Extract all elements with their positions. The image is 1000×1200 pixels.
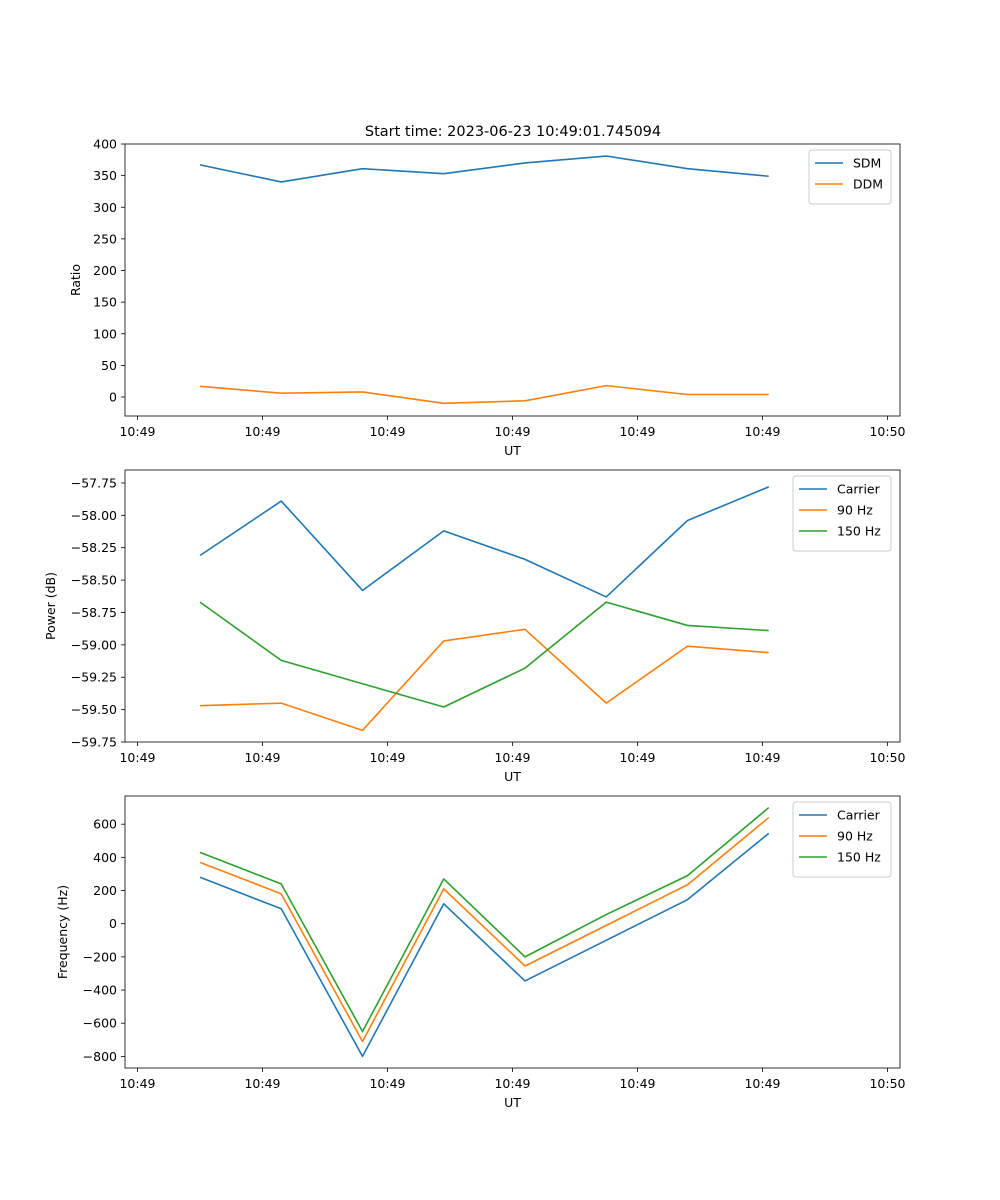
x-tick-label: 10:49 [619, 424, 655, 439]
x-tick-label: 10:49 [744, 1076, 780, 1091]
legend: Carrier 90 Hz 150 Hz [792, 475, 892, 552]
y-axis-label: Frequency (Hz) [55, 885, 70, 979]
x-tick-label: 10:49 [369, 1076, 405, 1091]
x-tick-label: 10:49 [119, 750, 155, 765]
y-tick-label: −800 [83, 1049, 117, 1064]
y-tick-label: 350 [93, 168, 117, 183]
figure-title: Start time: 2023-06-23 10:49:01.745094 [365, 124, 661, 140]
x-tick-label: 10:49 [744, 424, 780, 439]
y-tick-label: −600 [83, 1016, 117, 1031]
x-tick-label: 10:49 [619, 750, 655, 765]
legend-label: Carrier [837, 482, 881, 497]
y-tick-label: 400 [93, 850, 117, 865]
x-tick-label: 10:49 [244, 424, 280, 439]
y-tick-label: 0 [109, 390, 117, 405]
series-line-carrier [199, 832, 770, 1058]
y-tick-label: 50 [101, 358, 117, 373]
axes-frame [124, 795, 901, 1069]
x-axis-label: UT [504, 443, 521, 458]
y-tick-label: −58.50 [71, 573, 117, 588]
series-line-carrier [199, 486, 770, 598]
series-line-ddm [199, 384, 769, 405]
series-line-90-hz [199, 816, 770, 1043]
series-line-sdm [199, 155, 769, 183]
legend-label: SDM [853, 156, 881, 171]
y-axis-label: Power (dB) [43, 572, 58, 640]
y-axis-label: Ratio [68, 264, 83, 296]
x-tick-label: 10:49 [119, 1076, 155, 1091]
x-tick-label: 10:49 [369, 424, 405, 439]
legend-label: Carrier [837, 808, 881, 823]
legend: Carrier 90 Hz 150 Hz [792, 801, 892, 878]
y-tick-label: 0 [109, 916, 117, 931]
y-tick-label: 300 [93, 200, 117, 215]
y-tick-label: −59.75 [71, 735, 117, 750]
x-tick-label: 10:49 [119, 424, 155, 439]
x-axis-label: UT [504, 769, 521, 784]
series-line-150-hz [199, 601, 769, 708]
y-tick-label: 600 [93, 817, 117, 832]
x-tick-label: 10:49 [494, 424, 530, 439]
subplot-2: −59.75 −59.50 −59.25 −59.00 −58.75 −58.50 −58.… [43, 469, 906, 784]
y-tick-label: −200 [83, 949, 117, 964]
legend-label: 150 Hz [837, 524, 881, 539]
subplot-3: −800 −600 −400 −200 0 200 400 600 10:49 10:49 10:4… [55, 795, 906, 1110]
y-tick-label: 200 [93, 263, 117, 278]
y-tick-label: −58.00 [71, 508, 117, 523]
x-tick-label: 10:49 [244, 750, 280, 765]
x-tick-label: 10:50 [869, 424, 905, 439]
x-tick-label: 10:50 [869, 750, 905, 765]
x-tick-label: 10:49 [744, 750, 780, 765]
y-tick-label: 100 [93, 326, 117, 341]
legend-label: 150 Hz [837, 850, 881, 865]
x-axis-label: UT [504, 1095, 521, 1110]
y-tick-label: −58.25 [71, 540, 117, 555]
subplots: 0 50 100 150 200 250 300 350 400 10:49 10:49 10:49 1… [43, 137, 906, 1111]
y-tick-label: −57.75 [71, 475, 117, 490]
y-tick-label: −58.75 [71, 605, 117, 620]
series-line-90-hz [199, 628, 769, 732]
axes-frame [124, 469, 901, 743]
y-tick-label: 200 [93, 883, 117, 898]
y-tick-label: −59.00 [71, 637, 117, 652]
legend: SDM DDM [808, 149, 892, 205]
y-tick-label: −400 [83, 983, 117, 998]
legend-label: DDM [853, 177, 883, 192]
legend-box [792, 801, 892, 878]
y-tick-label: 400 [93, 137, 117, 152]
x-tick-label: 10:49 [494, 1076, 530, 1091]
x-tick-label: 10:50 [869, 1076, 905, 1091]
axes-frame [124, 143, 901, 417]
legend-label: 90 Hz [837, 503, 873, 518]
legend-box [792, 475, 892, 552]
series-line-150-hz [199, 806, 770, 1033]
y-tick-label: −59.50 [71, 702, 117, 717]
y-tick-label: 150 [93, 295, 117, 310]
y-tick-label: 250 [93, 231, 117, 246]
x-tick-label: 10:49 [619, 1076, 655, 1091]
y-tick-label: −59.25 [71, 670, 117, 685]
x-tick-label: 10:49 [369, 750, 405, 765]
x-tick-label: 10:49 [244, 1076, 280, 1091]
subplot-1: 0 50 100 150 200 250 300 350 400 10:49 10:49 10:49 1… [68, 137, 906, 459]
x-tick-label: 10:49 [494, 750, 530, 765]
legend-label: 90 Hz [837, 829, 873, 844]
